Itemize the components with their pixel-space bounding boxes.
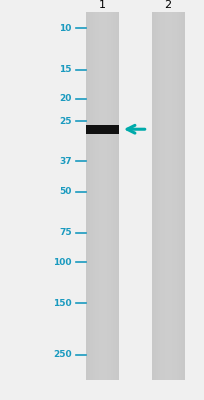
Bar xyxy=(164,12,165,380)
Bar xyxy=(181,12,183,380)
Bar xyxy=(174,12,175,380)
Bar xyxy=(162,12,163,380)
Bar xyxy=(163,12,164,380)
Bar xyxy=(90,12,91,380)
Bar xyxy=(154,12,155,380)
Bar xyxy=(102,12,103,380)
Bar xyxy=(117,12,118,380)
Bar xyxy=(106,12,108,380)
Bar xyxy=(111,12,112,380)
Bar xyxy=(157,12,159,380)
Bar xyxy=(103,12,104,380)
Bar xyxy=(94,12,95,380)
Text: 2: 2 xyxy=(164,0,171,10)
Text: 1: 1 xyxy=(99,0,105,10)
Bar xyxy=(153,12,154,380)
Bar xyxy=(110,12,111,380)
Bar xyxy=(92,12,93,380)
Bar xyxy=(87,12,88,380)
Bar xyxy=(167,12,168,380)
Bar xyxy=(151,12,184,380)
Bar xyxy=(108,12,109,380)
Bar xyxy=(101,12,102,380)
Bar xyxy=(173,12,174,380)
Bar xyxy=(166,12,167,380)
Bar xyxy=(155,12,156,380)
Bar xyxy=(168,12,170,380)
Bar xyxy=(86,12,87,380)
Bar xyxy=(170,12,171,380)
Bar xyxy=(116,12,117,380)
Bar xyxy=(89,12,90,380)
Bar xyxy=(96,12,98,380)
Text: 250: 250 xyxy=(53,350,71,360)
Bar xyxy=(172,12,173,380)
Bar xyxy=(156,12,157,380)
Bar xyxy=(161,12,162,380)
Text: 37: 37 xyxy=(59,157,71,166)
Bar xyxy=(165,12,166,380)
Bar xyxy=(86,12,118,380)
Bar xyxy=(104,12,105,380)
Bar xyxy=(114,12,115,380)
Bar xyxy=(175,12,176,380)
Text: 100: 100 xyxy=(53,258,71,266)
Bar xyxy=(183,12,184,380)
Bar xyxy=(112,12,113,380)
Text: 150: 150 xyxy=(53,299,71,308)
Bar xyxy=(159,12,160,380)
Bar xyxy=(99,12,100,380)
Bar xyxy=(115,12,116,380)
Bar xyxy=(152,12,153,380)
Text: 15: 15 xyxy=(59,65,71,74)
Text: 25: 25 xyxy=(59,117,71,126)
Bar xyxy=(95,12,96,380)
Bar xyxy=(86,125,118,134)
Text: 20: 20 xyxy=(59,94,71,103)
Bar xyxy=(171,12,172,380)
Bar xyxy=(113,12,114,380)
Bar xyxy=(151,12,152,380)
Bar xyxy=(88,12,89,380)
Bar xyxy=(179,12,180,380)
Bar xyxy=(176,12,177,380)
Text: 10: 10 xyxy=(59,24,71,33)
Bar xyxy=(180,12,181,380)
Bar xyxy=(98,12,99,380)
Bar xyxy=(91,12,92,380)
Bar xyxy=(100,12,101,380)
Text: 50: 50 xyxy=(59,187,71,196)
Bar xyxy=(178,12,179,380)
Bar xyxy=(177,12,178,380)
Text: 75: 75 xyxy=(59,228,71,237)
Bar xyxy=(160,12,161,380)
Bar xyxy=(105,12,106,380)
Bar xyxy=(93,12,94,380)
Bar xyxy=(109,12,110,380)
